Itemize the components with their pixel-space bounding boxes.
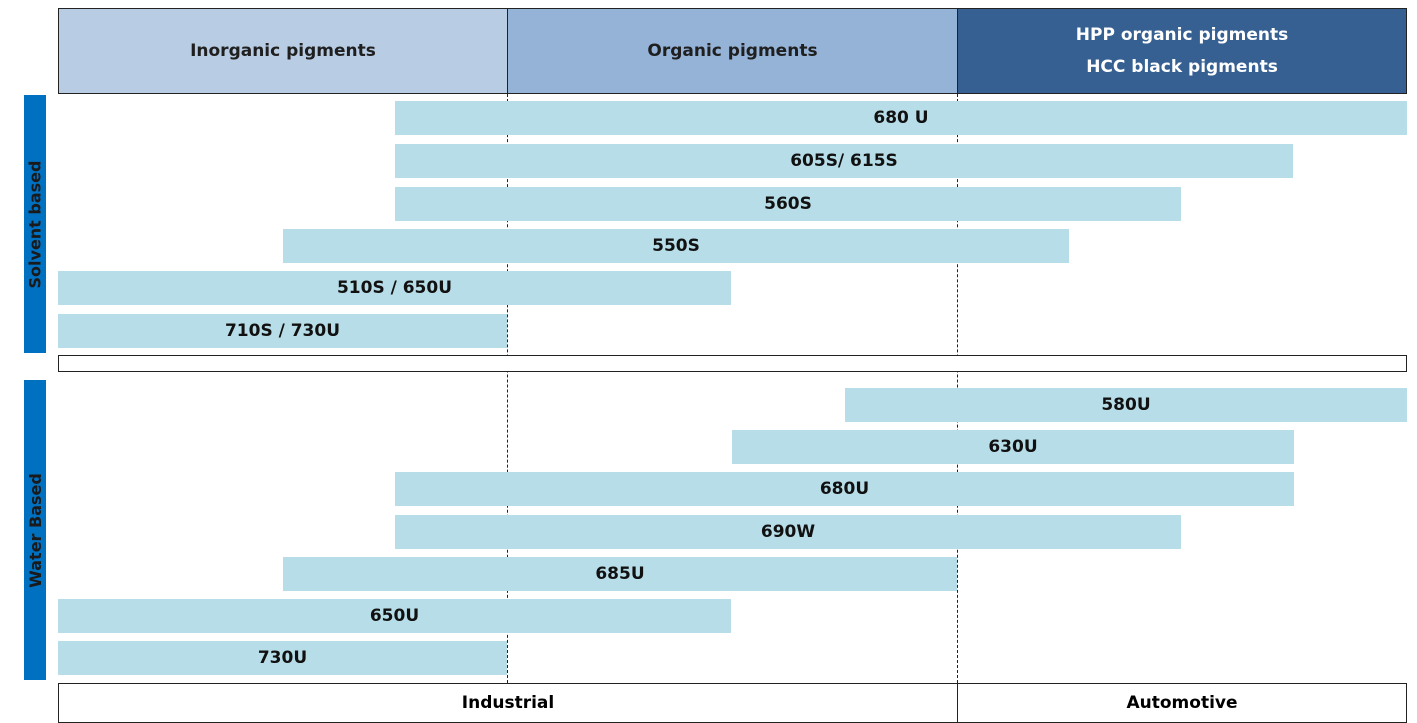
group-label: Solvent based xyxy=(24,95,46,353)
product-bar: 630U xyxy=(732,430,1294,464)
header-cell: Organic pigments xyxy=(507,8,958,94)
group-label: Water Based xyxy=(24,380,46,680)
header-text: HPP organic pigments xyxy=(1075,25,1289,45)
header-cell: HPP organic pigments HCC black pigments xyxy=(957,8,1407,94)
product-bar: 580U xyxy=(845,388,1407,422)
header-text: Organic pigments xyxy=(647,41,818,61)
product-bar: 680U xyxy=(395,472,1294,506)
group-text: Solvent based xyxy=(25,160,45,288)
product-bar: 510S / 650U xyxy=(58,271,731,305)
product-bar: 690W xyxy=(395,515,1181,549)
product-bar: 710S / 730U xyxy=(58,314,507,348)
header-text: Inorganic pigments xyxy=(190,41,376,61)
product-bar: 550S xyxy=(283,229,1069,263)
product-bar: 560S xyxy=(395,187,1181,221)
product-bar: 650U xyxy=(58,599,731,633)
product-bar: 680 U xyxy=(395,101,1407,135)
separator xyxy=(58,355,1407,372)
footer-cell: Industrial xyxy=(58,683,958,723)
divider xyxy=(507,94,508,683)
group-text: Water Based xyxy=(25,472,45,588)
product-bar: 605S/ 615S xyxy=(395,144,1293,178)
header-cell: Inorganic pigments xyxy=(58,8,508,94)
header-text: HCC black pigments xyxy=(1086,57,1278,77)
product-bar: 730U xyxy=(58,641,507,675)
footer-cell: Automotive xyxy=(957,683,1407,723)
product-bar: 685U xyxy=(283,557,957,591)
